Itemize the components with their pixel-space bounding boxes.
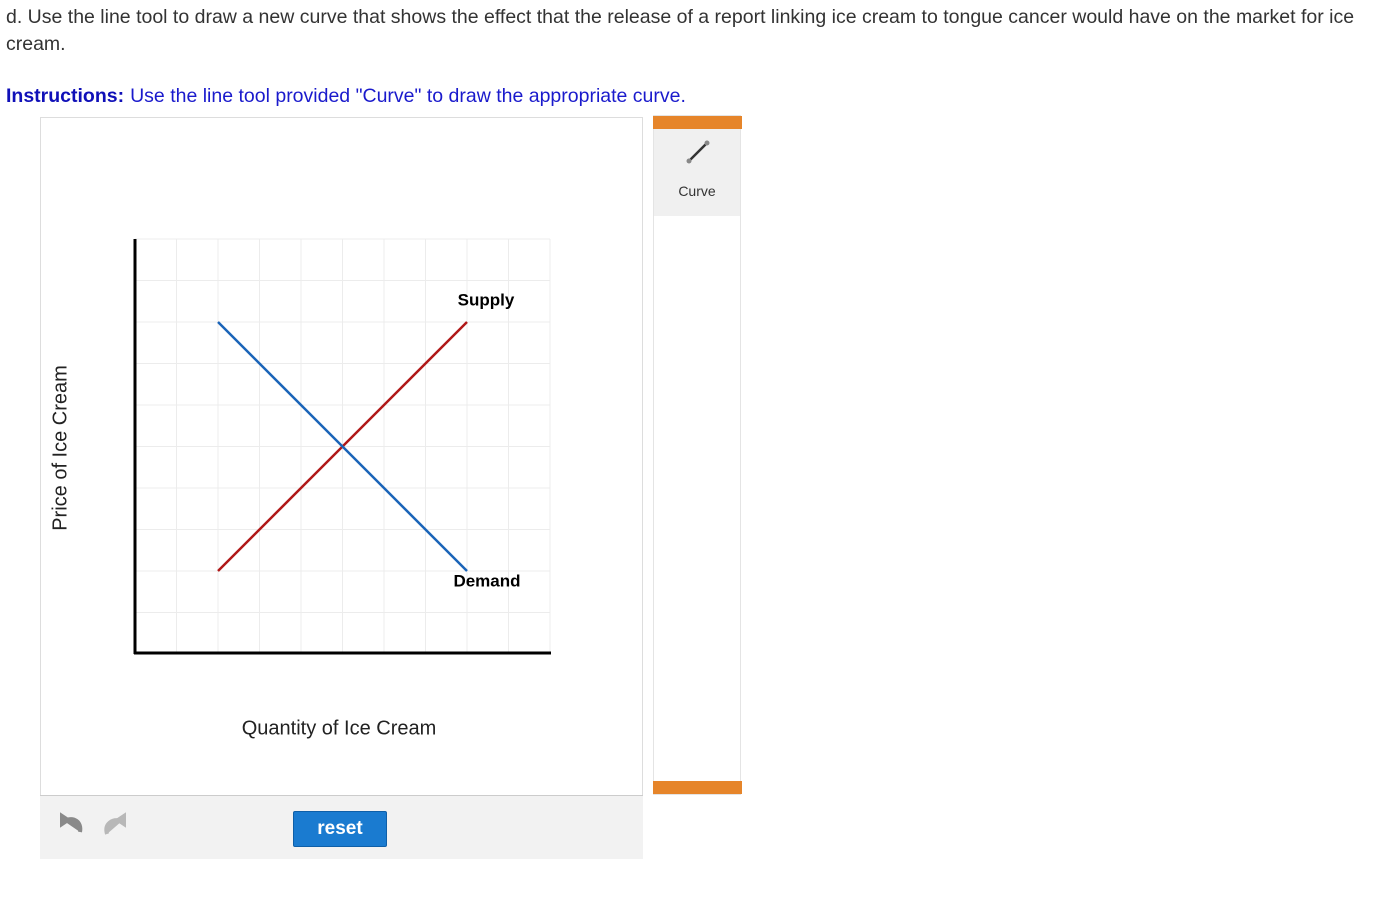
undo-button[interactable] — [60, 812, 83, 833]
y-axis-label: Price of Ice Cream — [49, 365, 71, 531]
instructions-label: Instructions: — [6, 85, 125, 107]
redo-button[interactable] — [104, 812, 126, 835]
question-text: d. Use the line tool to draw a new curve… — [6, 6, 1355, 55]
tool-label: Curve — [678, 183, 716, 199]
curve-tool[interactable]: Curve — [654, 129, 740, 216]
reset-button[interactable]: reset — [293, 811, 387, 847]
curve-label: Demand — [453, 571, 520, 590]
curve-label: Supply — [458, 290, 515, 309]
scroll-down[interactable] — [653, 781, 742, 794]
scroll-up[interactable] — [653, 116, 742, 129]
curve-icon — [686, 140, 710, 164]
control-bar: reset — [40, 795, 643, 859]
x-axis-label: Quantity of Ice Cream — [242, 717, 437, 739]
demand-curve[interactable] — [217, 321, 468, 572]
instructions-text: Use the line tool provided "Curve" to dr… — [130, 85, 686, 107]
graph: Supply Demand Quantity of Ice Cream Pric… — [49, 238, 551, 739]
instructions: Instructions: Use the line tool provided … — [6, 85, 686, 108]
grid — [135, 238, 551, 654]
graph-panel[interactable]: Supply Demand Quantity of Ice Cream Pric… — [40, 117, 643, 795]
history-icons — [60, 812, 126, 835]
tool-palette: Curve — [653, 115, 742, 795]
